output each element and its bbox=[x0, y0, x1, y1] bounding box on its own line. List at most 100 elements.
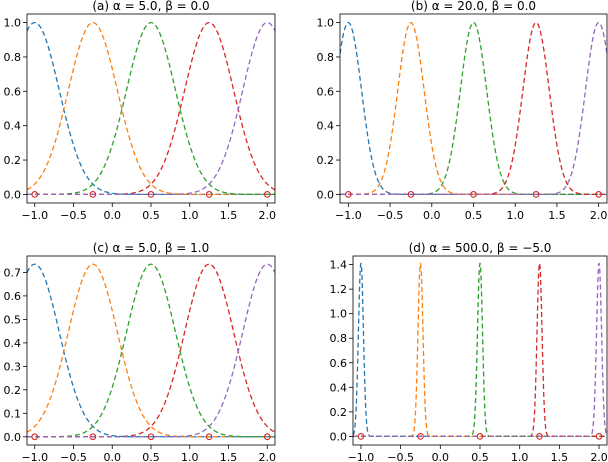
series-line-4 bbox=[353, 262, 607, 438]
x-tick-label: 1.5 bbox=[220, 451, 238, 462]
y-tick-label: 0.2 bbox=[317, 154, 335, 167]
y-tick-label: 0.2 bbox=[4, 154, 22, 167]
y-tick-label: 0.8 bbox=[4, 51, 22, 64]
series-lines bbox=[340, 21, 607, 196]
x-tick-label: −0.5 bbox=[60, 451, 87, 462]
data-point-marker bbox=[357, 433, 365, 440]
series-line-4 bbox=[340, 21, 607, 196]
y-tick-label: 0.6 bbox=[4, 290, 22, 303]
x-tick-label: 1.0 bbox=[181, 451, 199, 462]
y-tick-label: 0.2 bbox=[4, 384, 22, 397]
data-point-marker bbox=[595, 433, 603, 440]
y-tick-label: 1.0 bbox=[330, 308, 348, 321]
y-tick-label: 0.4 bbox=[330, 381, 348, 394]
y-tick-label: 1.4 bbox=[330, 259, 348, 272]
x-tick-label: 2.0 bbox=[590, 451, 608, 462]
series-lines bbox=[353, 262, 607, 438]
data-point-marker bbox=[205, 191, 213, 198]
y-tick-label: 0.1 bbox=[4, 407, 22, 420]
y-tick-label: 0.6 bbox=[330, 357, 348, 370]
y-tick-label: 0.0 bbox=[317, 188, 335, 201]
subplot-title: (c) α = 5.0, β = 1.0 bbox=[93, 241, 210, 255]
x-tick-label: −0.5 bbox=[387, 451, 414, 462]
y-tick-label: 0.4 bbox=[4, 120, 22, 133]
x-tick-label: 2.0 bbox=[259, 451, 277, 462]
series-lines bbox=[27, 263, 275, 438]
x-tick-label: 1.5 bbox=[548, 209, 566, 222]
x-tick-label: 0.5 bbox=[142, 209, 160, 222]
subplot-title: (d) α = 500.0, β = −5.0 bbox=[409, 241, 552, 255]
y-tick-label: 0.6 bbox=[4, 85, 22, 98]
x-tick-label: −0.5 bbox=[377, 209, 404, 222]
axes-frame bbox=[339, 13, 608, 204]
y-tick-label: 0.8 bbox=[330, 332, 348, 345]
x-tick-label: −1.0 bbox=[21, 209, 48, 222]
data-point-marker bbox=[476, 433, 484, 440]
series-lines bbox=[27, 21, 275, 196]
subplot-a: (a) α = 5.0, β = 0.0 −1.0 −0.5 0.0 0.5 1.0 1.… bbox=[4, 0, 277, 222]
x-tick-label: −1.0 bbox=[348, 451, 375, 462]
y-tick-label: 0.6 bbox=[317, 85, 335, 98]
x-tick-label: 2.0 bbox=[259, 209, 277, 222]
series-line-5 bbox=[340, 21, 607, 196]
y-tick-label: 1.2 bbox=[330, 283, 348, 296]
y-tick-label: 0.8 bbox=[317, 51, 335, 64]
data-point-marker bbox=[417, 433, 424, 440]
y-tick-label: 0.0 bbox=[4, 188, 22, 201]
subplot-d: (d) α = 500.0, β = −5.0 −1.0 −0.5 0.0 0.5 1.… bbox=[330, 241, 608, 462]
data-point-marker bbox=[263, 191, 271, 198]
x-tick-label: 1.0 bbox=[181, 209, 199, 222]
x-tick-label: 1.0 bbox=[511, 451, 529, 462]
data-point-marker bbox=[344, 191, 352, 198]
y-tick-label: 0.2 bbox=[330, 406, 348, 419]
data-point-marker bbox=[407, 191, 415, 198]
x-tick-label: 0.5 bbox=[471, 451, 489, 462]
data-point-marker bbox=[31, 191, 39, 198]
x-tick-label: −0.5 bbox=[60, 209, 87, 222]
x-tick-label: 1.5 bbox=[551, 451, 569, 462]
data-point-marker bbox=[147, 191, 155, 198]
y-tick-label: 0.0 bbox=[4, 431, 22, 444]
subplot-c: (c) α = 5.0, β = 1.0 −1.0 −0.5 0.0 0.5 1.0 1.… bbox=[4, 241, 277, 462]
x-tick-label: 0.5 bbox=[142, 451, 160, 462]
x-tick-label: −1.0 bbox=[335, 209, 362, 222]
x-tick-label: 1.0 bbox=[506, 209, 524, 222]
x-tick-label: 1.5 bbox=[220, 209, 238, 222]
y-tick-label: 0.3 bbox=[4, 360, 22, 373]
series-line-5 bbox=[27, 21, 275, 196]
data-point-marker bbox=[31, 433, 39, 441]
series-line-1 bbox=[340, 21, 607, 196]
y-tick-label: 0.7 bbox=[4, 266, 22, 279]
series-line-5 bbox=[27, 263, 275, 438]
data-point-marker bbox=[536, 433, 543, 440]
y-tick-label: 0.4 bbox=[317, 120, 335, 133]
x-tick-label: 0.0 bbox=[104, 451, 122, 462]
data-point-marker bbox=[147, 433, 155, 441]
series-line-2 bbox=[27, 263, 275, 438]
x-tick-label: 0.0 bbox=[104, 209, 122, 222]
series-line-1 bbox=[353, 262, 607, 438]
y-tick-label: 0.0 bbox=[330, 430, 348, 443]
data-point-marker bbox=[532, 191, 540, 198]
x-tick-label: 0.0 bbox=[423, 209, 441, 222]
data-point-marker bbox=[205, 433, 213, 441]
x-tick-label: 0.0 bbox=[432, 451, 450, 462]
data-point-marker bbox=[263, 433, 271, 441]
x-tick-label: 0.5 bbox=[465, 209, 483, 222]
x-tick-label: 2.0 bbox=[590, 209, 608, 222]
y-tick-label: 1.0 bbox=[317, 17, 335, 30]
y-tick-label: 0.5 bbox=[4, 313, 22, 326]
y-tick-label: 1.0 bbox=[4, 17, 22, 30]
data-point-marker bbox=[89, 191, 97, 198]
axes-frame bbox=[352, 255, 608, 446]
subplot-title: (b) α = 20.0, β = 0.0 bbox=[411, 0, 536, 13]
series-line-2 bbox=[353, 262, 607, 438]
subplot-title: (a) α = 5.0, β = 0.0 bbox=[92, 0, 209, 13]
series-line-5 bbox=[353, 262, 607, 438]
series-line-3 bbox=[353, 262, 607, 438]
series-line-3 bbox=[340, 21, 607, 196]
subplot-b: (b) α = 20.0, β = 0.0 −1.0 −0.5 0.0 0.5 1.0 1… bbox=[317, 0, 608, 222]
data-point-marker bbox=[595, 191, 603, 198]
data-point-marker bbox=[470, 191, 477, 198]
